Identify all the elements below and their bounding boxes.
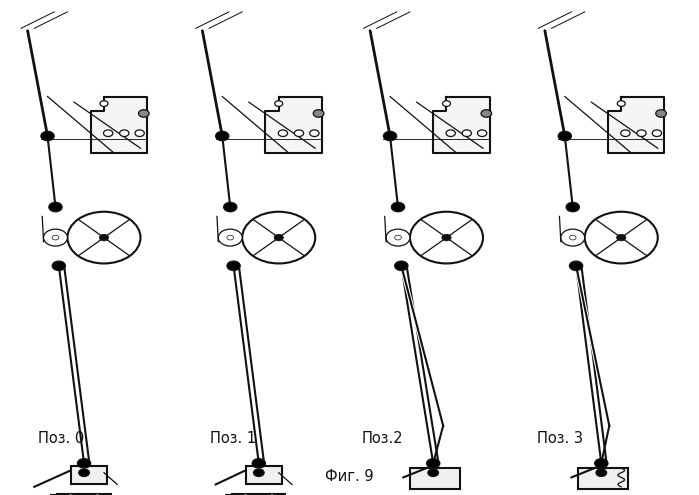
Circle shape — [481, 110, 491, 117]
Circle shape — [79, 469, 89, 477]
Circle shape — [99, 234, 108, 241]
Circle shape — [426, 458, 440, 468]
Text: Фиг. 9: Фиг. 9 — [325, 469, 374, 484]
Circle shape — [135, 130, 144, 137]
Circle shape — [428, 469, 438, 477]
Circle shape — [386, 229, 410, 246]
Circle shape — [138, 110, 149, 117]
Text: Поз. 1: Поз. 1 — [210, 431, 256, 446]
Circle shape — [621, 130, 630, 137]
Circle shape — [242, 212, 315, 263]
Circle shape — [410, 212, 483, 263]
Circle shape — [637, 130, 646, 137]
Circle shape — [254, 469, 264, 477]
Polygon shape — [91, 97, 147, 153]
Circle shape — [570, 261, 583, 270]
Circle shape — [269, 494, 275, 495]
Circle shape — [395, 235, 401, 240]
Circle shape — [570, 235, 576, 240]
Circle shape — [446, 130, 455, 137]
Circle shape — [94, 494, 101, 495]
Circle shape — [596, 469, 607, 477]
Circle shape — [561, 229, 585, 246]
Circle shape — [278, 130, 287, 137]
Circle shape — [41, 131, 55, 141]
Circle shape — [294, 130, 303, 137]
Bar — [410, 468, 460, 489]
Circle shape — [49, 202, 62, 212]
Circle shape — [384, 131, 397, 141]
Polygon shape — [608, 97, 664, 153]
Circle shape — [617, 101, 625, 106]
Circle shape — [52, 261, 66, 270]
Circle shape — [215, 131, 229, 141]
Circle shape — [275, 101, 282, 106]
Text: Поз. 0: Поз. 0 — [38, 431, 85, 446]
Circle shape — [566, 202, 579, 212]
Circle shape — [391, 202, 405, 212]
Circle shape — [477, 130, 487, 137]
Circle shape — [224, 202, 237, 212]
Circle shape — [227, 235, 233, 240]
Circle shape — [617, 234, 626, 241]
Circle shape — [442, 101, 450, 106]
Circle shape — [67, 212, 140, 263]
Circle shape — [243, 494, 249, 495]
Circle shape — [78, 458, 91, 468]
Text: Поз. 3: Поз. 3 — [537, 431, 583, 446]
Circle shape — [313, 110, 324, 117]
Bar — [578, 468, 628, 489]
Circle shape — [67, 494, 74, 495]
Circle shape — [103, 130, 113, 137]
Bar — [71, 466, 108, 485]
Circle shape — [100, 101, 108, 106]
Circle shape — [120, 130, 129, 137]
Circle shape — [652, 130, 661, 137]
Circle shape — [252, 458, 266, 468]
Bar — [245, 466, 282, 485]
Circle shape — [227, 261, 240, 270]
Circle shape — [656, 110, 666, 117]
Circle shape — [559, 131, 572, 141]
Circle shape — [442, 234, 451, 241]
Circle shape — [274, 234, 283, 241]
Circle shape — [462, 130, 471, 137]
Circle shape — [395, 261, 408, 270]
Circle shape — [218, 229, 242, 246]
Polygon shape — [433, 97, 489, 153]
Circle shape — [585, 212, 658, 263]
Circle shape — [310, 130, 319, 137]
Circle shape — [43, 229, 67, 246]
Circle shape — [595, 458, 608, 468]
Polygon shape — [266, 97, 322, 153]
Circle shape — [52, 235, 59, 240]
Text: Поз.2: Поз.2 — [362, 431, 404, 446]
